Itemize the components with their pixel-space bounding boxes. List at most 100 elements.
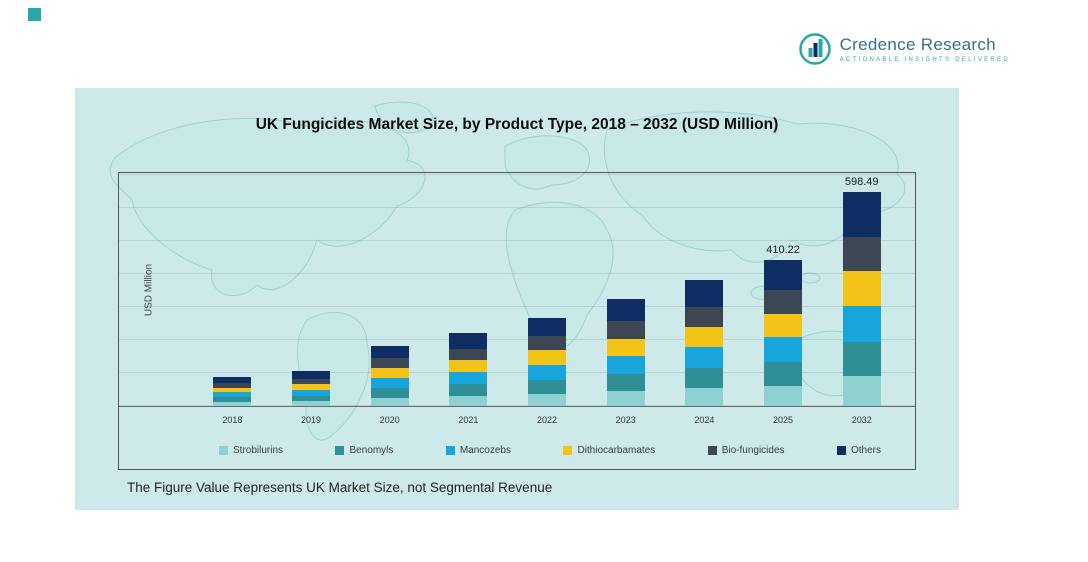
- bar-segment-bio-fungicides: [213, 382, 252, 388]
- legend-item-strobilurins: Strobilurins: [219, 445, 283, 456]
- bar-segment-strobilurins: [764, 385, 803, 406]
- bar-segment-strobilurins: [449, 395, 488, 406]
- x-tick-label-2024: 2024: [694, 415, 715, 425]
- stacked-bar-2024: [685, 280, 724, 406]
- bar-segment-bio-fungicides: [606, 321, 645, 339]
- bars-area: USD Million 410.22 598.49: [119, 173, 915, 407]
- bar-segment-benomyls: [292, 395, 330, 402]
- x-axis-labels: 2018 2019 2020 2021 2022 2023 2024 2025 2032: [119, 407, 915, 433]
- legend-label-dithiocarbamates: Dithiocarbamates: [577, 444, 656, 456]
- bar-segment-mancozebs: [449, 371, 488, 385]
- credence-research-logo: Credence Research Actionable Insights De…: [798, 32, 1010, 66]
- world-map-watermark: [109, 101, 906, 441]
- bar-segment-mancozebs: [606, 355, 645, 374]
- bar-segment-benomyls: [528, 379, 567, 394]
- bar-segment-others: [842, 192, 881, 238]
- legend-label-bio-fungicides: Bio-fungicides: [721, 444, 785, 456]
- bar-segment-bio-fungicides: [528, 336, 567, 351]
- legend-label-benomyls: Benomyls: [349, 444, 394, 456]
- bar-segment-bio-fungicides: [764, 290, 803, 314]
- legend-swatch-others: [836, 445, 846, 455]
- logo-text: Credence Research Actionable Insights De…: [840, 35, 1010, 63]
- bar-segment-dithiocarbamates: [685, 326, 724, 347]
- legend-item-mancozebs: Mancozebs: [445, 444, 511, 456]
- bar-segment-mancozebs: [842, 305, 881, 342]
- bar-segment-strobilurins: [528, 393, 567, 406]
- bar-segment-mancozebs: [292, 389, 330, 396]
- legend-item-benomyls: Benomyls: [335, 445, 393, 456]
- bar-segment-dithiocarbamates: [449, 360, 488, 372]
- bar-segment-strobilurins: [606, 391, 645, 406]
- stacked-bar-2022: [528, 317, 567, 406]
- bar-column-2018: [193, 173, 272, 406]
- chart-title: UK Fungicides Market Size, by Product Ty…: [255, 116, 779, 133]
- x-tick-label-2021: 2021: [458, 415, 479, 425]
- legend-label-others: Others: [850, 444, 881, 456]
- legend-swatch-benomyls: [335, 445, 345, 455]
- logo-name: Credence Research: [839, 35, 996, 54]
- bar-segment-others: [764, 259, 803, 291]
- bar-segment-strobilurins: [213, 401, 252, 406]
- bar-segment-others: [449, 333, 488, 349]
- bar-segment-mancozebs: [213, 392, 252, 398]
- bar-column-2022: [508, 173, 587, 406]
- bar-segment-dithiocarbamates: [842, 271, 881, 306]
- bar-segment-mancozebs: [528, 364, 567, 380]
- bar-column-2024: [665, 173, 744, 406]
- bar-total-label-2025: 410.22: [766, 243, 800, 256]
- stacked-bar-2021: [449, 333, 488, 406]
- legend: Strobilurins Benomyls Mancozebs Dithiocarba…: [119, 433, 915, 469]
- x-tick-label-2020: 2020: [379, 415, 400, 425]
- plot-area: USD Million 410.22 598.49 2018 2019 2020 202…: [118, 172, 916, 470]
- stacked-bar-2023: [606, 299, 645, 406]
- x-tick-label-2018: 2018: [222, 415, 243, 425]
- decorative-corner-square: [28, 8, 41, 21]
- legend-label-mancozebs: Mancozebs: [459, 444, 511, 456]
- legend-swatch-mancozebs: [445, 445, 455, 455]
- bar-segment-mancozebs: [764, 337, 803, 363]
- bar-segment-others: [685, 280, 724, 307]
- bar-column-2021: [429, 173, 508, 406]
- bar-chart-logo-icon: [798, 33, 831, 65]
- bar-segment-mancozebs: [370, 377, 409, 388]
- stacked-bar-2025: [764, 259, 803, 406]
- bar-segment-others: [292, 371, 330, 379]
- x-tick-label-2032: 2032: [851, 415, 872, 425]
- bar-segment-benomyls: [842, 341, 881, 377]
- legend-item-others: Others: [836, 444, 881, 456]
- bar-total-label-2032: 598.49: [844, 176, 879, 189]
- bar-column-2020: [350, 173, 429, 406]
- bar-segment-mancozebs: [685, 346, 724, 369]
- legend-item-bio-fungicides: Bio-fungicides: [707, 444, 785, 456]
- stacked-bar-2032: [842, 192, 881, 406]
- x-tick-label-2023: 2023: [615, 415, 636, 425]
- bar-segment-benomyls: [606, 373, 645, 392]
- bar-segment-dithiocarbamates: [764, 313, 803, 338]
- y-axis-title: USD Million: [143, 263, 155, 316]
- legend-label-strobilurins: Strobilurins: [233, 444, 284, 456]
- bar-segment-benomyls: [213, 397, 252, 402]
- bar-segment-others: [528, 317, 567, 337]
- bar-segment-dithiocarbamates: [528, 350, 567, 365]
- bar-segment-strobilurins: [842, 376, 881, 406]
- bar-segment-dithiocarbamates: [370, 368, 409, 378]
- bar-segment-benomyls: [685, 368, 724, 389]
- legend-swatch-strobilurins: [219, 445, 228, 455]
- bar-segment-dithiocarbamates: [292, 384, 330, 390]
- bar-segment-benomyls: [764, 362, 803, 386]
- legend-swatch-dithiocarbamates: [563, 445, 573, 455]
- bar-segment-benomyls: [449, 384, 488, 396]
- bar-column-2025: 410.22: [744, 173, 823, 406]
- x-tick-label-2019: 2019: [300, 415, 322, 425]
- bar-segment-dithiocarbamates: [606, 338, 645, 356]
- chart-panel: UK Fungicides Market Size, by Product Ty…: [75, 88, 959, 510]
- bar-segment-strobilurins: [685, 388, 724, 406]
- stacked-bar-2019: [292, 371, 330, 406]
- bar-segment-strobilurins: [370, 397, 409, 406]
- bar-column-2019: [272, 173, 351, 406]
- bar-segment-others: [606, 299, 645, 322]
- bar-segment-bio-fungicides: [292, 378, 330, 385]
- logo-tagline: Actionable Insights Delivered: [839, 57, 1010, 63]
- bar-segment-benomyls: [370, 387, 409, 398]
